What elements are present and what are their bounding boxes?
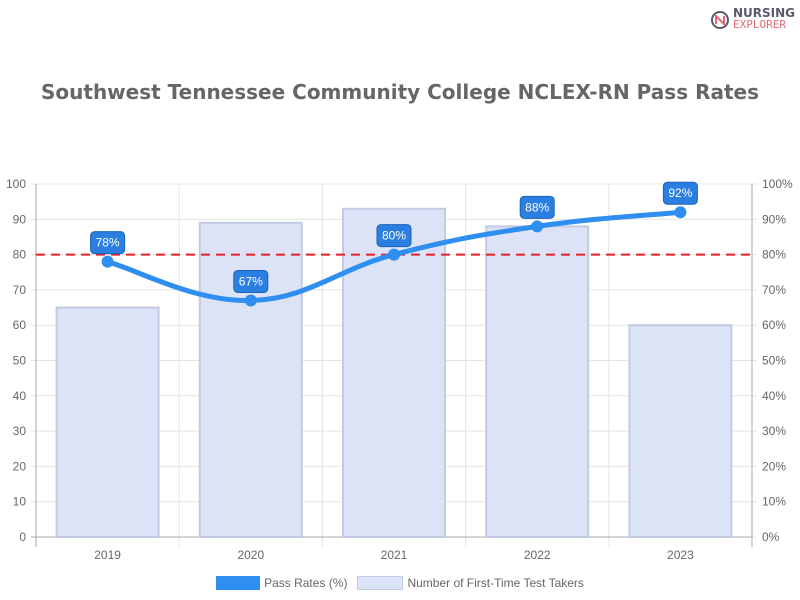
y-left-tick-label: 90 [13,212,27,226]
data-label-box [519,195,555,219]
bar-2021 [342,207,446,539]
x-tick-label: 2020 [237,548,264,562]
logo-line2: EXPLORER [733,18,786,31]
x-tick-label: 2019 [94,548,121,562]
y-right-tick-label: 90% [762,212,786,226]
bar-2019 [55,306,160,538]
x-tick-label: 2022 [524,548,551,562]
data-label-box [233,269,269,293]
pass-rate-point-2020 [244,294,257,307]
x-tick-label: 2021 [381,548,408,562]
y-left-tick-label: 10 [13,495,27,509]
legend-label: Pass Rates (%) [264,576,348,590]
y-right-tick-label: 100% [762,177,793,191]
pass-rate-point-2021 [388,248,400,261]
y-right-tick-label: 0% [762,530,780,544]
y-right-tick-label: 30% [762,424,786,438]
y-left-tick-label: 0 [19,530,26,544]
pass-rate-point-2019 [101,255,114,268]
y-left-tick-label: 50 [13,354,27,368]
y-right-tick-label: 60% [762,318,786,332]
y-left-tick-label: 80 [13,248,27,262]
y-left-tick-label: 70 [13,283,27,297]
y-right-tick-label: 70% [762,283,786,297]
bar-2023 [628,324,733,539]
y-right-tick-label: 20% [762,459,786,473]
data-label: 78% [96,236,120,250]
y-right-tick-label: 40% [762,389,786,403]
logo-line1: NURSING [733,6,796,20]
data-label-box [662,181,698,205]
y-left-tick-label: 20 [13,459,27,473]
legend-item-pass-rates[interactable]: Pass Rates (%) [216,576,347,590]
data-label: 80% [382,229,406,243]
data-label: 88% [525,200,549,214]
y-left-tick-label: 100 [6,177,26,191]
logo: NURSING EXPLORER [710,6,796,31]
data-label-box [90,231,126,255]
pass-rate-point-2022 [531,220,544,233]
y-left-tick-label: 60 [13,318,27,332]
y-right-tick-label: 10% [762,495,786,509]
y-right-tick-label: 80% [762,248,786,262]
y-left-tick-label: 30 [13,424,27,438]
chart-title: Southwest Tennessee Community College NC… [41,80,759,104]
pass-rate-point-2023 [674,206,687,219]
legend-item-test-takers[interactable]: Number of First-Time Test Takers [357,576,584,590]
data-label-box [376,224,412,248]
bar-2022 [485,225,590,539]
legend-swatch [357,576,404,590]
legend-swatch [216,576,261,590]
data-label: 67% [239,274,263,288]
bar-2020 [198,221,303,539]
legend-label: Number of First-Time Test Takers [407,576,584,590]
legend: Pass Rates (%) Number of First-Time Test… [0,576,800,590]
y-left-tick-label: 40 [13,389,27,403]
logo-icon [711,11,729,29]
data-label: 92% [668,186,692,200]
x-tick-label: 2023 [667,548,694,562]
y-right-tick-label: 50% [762,354,786,368]
